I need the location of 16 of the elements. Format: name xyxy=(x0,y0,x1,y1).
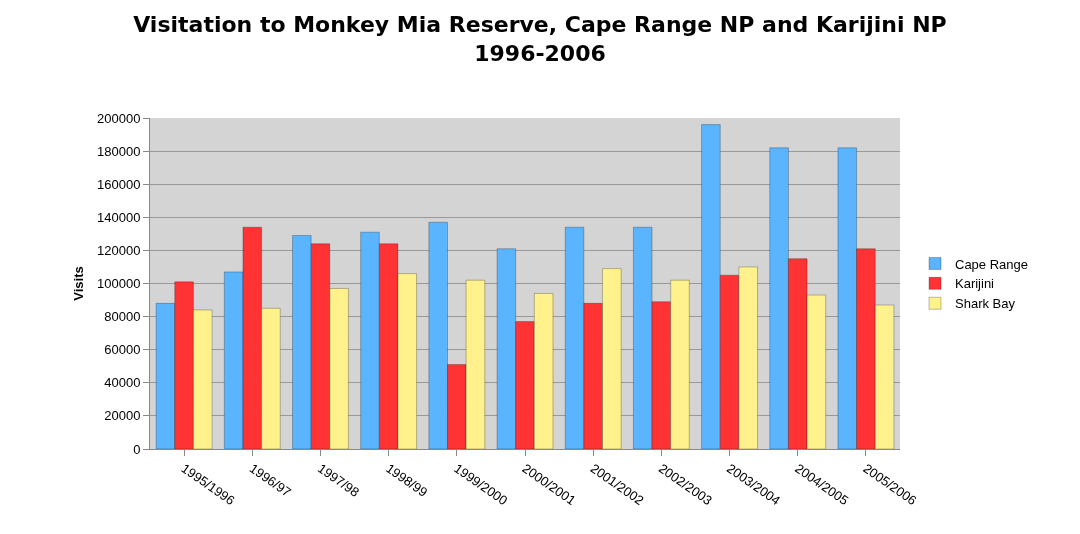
legend-label: Cape Range xyxy=(955,256,1028,272)
y-tick-label: 160000 xyxy=(97,176,141,192)
y-tick-label: 120000 xyxy=(97,242,141,258)
y-tick-label: 100000 xyxy=(97,276,141,292)
legend-label: Karijini xyxy=(955,276,995,292)
y-tick-label: 200000 xyxy=(97,110,141,126)
y-tick-label: 20000 xyxy=(104,408,141,424)
chart-title: Visitation to Monkey Mia Reserve, Cape Range NP and Karijini NP 1996-2006 xyxy=(133,12,947,66)
y-tick-label: 0 xyxy=(133,441,141,457)
y-axis-title: Visits xyxy=(70,266,86,301)
y-tick-label: 40000 xyxy=(104,375,141,391)
y-tick-label: 180000 xyxy=(97,143,141,159)
y-tick-label: 140000 xyxy=(97,209,141,225)
legend-label: Shark Bay xyxy=(955,296,1016,312)
y-tick-label: 80000 xyxy=(104,309,141,325)
y-tick-label: 60000 xyxy=(104,342,141,358)
